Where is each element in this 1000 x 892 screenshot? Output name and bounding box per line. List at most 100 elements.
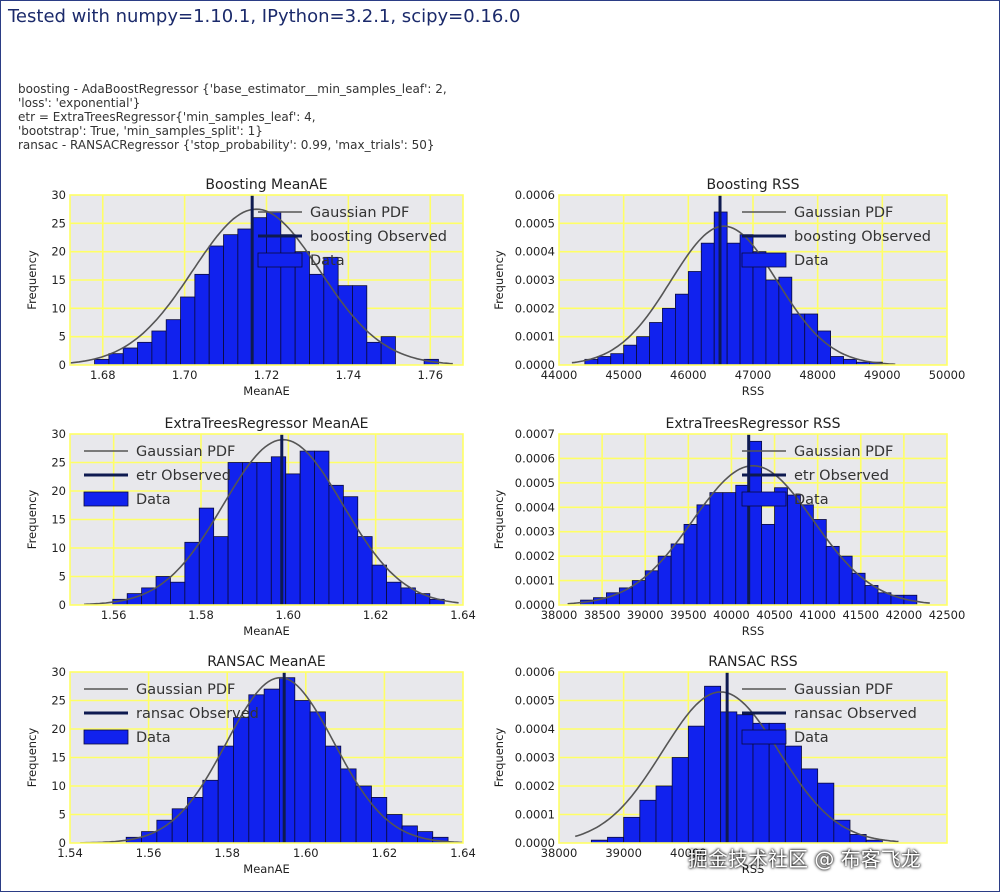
legend-data-swatch [83, 491, 129, 507]
x-tick-label: 1.76 [417, 368, 443, 382]
plot-frame [558, 194, 948, 366]
x-tick-label: 47000 [735, 368, 772, 382]
y-tick-label: 15 [51, 751, 66, 765]
param-line: ransac - RANSACRegressor {'stop_probabil… [18, 138, 435, 152]
histogram-bar [325, 745, 342, 843]
histogram-bar [155, 576, 171, 605]
histogram-bar [137, 341, 153, 365]
x-tick-label: 38500 [584, 608, 621, 622]
chart-title: RANSAC RSS [708, 654, 798, 670]
histogram-bar [800, 504, 814, 605]
x-tick-label: 1.58 [214, 846, 240, 860]
y-axis-label: Frequency [492, 490, 506, 550]
histogram-bar [865, 839, 883, 843]
y-tick-label: 0.0004 [515, 722, 555, 736]
legend: Gaussian PDF etr Observed Data [83, 444, 235, 508]
y-tick-label: 0.0000 [515, 598, 555, 612]
histogram-bar [838, 555, 853, 605]
x-tick-label: 1.74 [336, 368, 362, 382]
x-tick-label: 1.56 [136, 846, 162, 860]
y-tick-label: 0.0005 [515, 216, 555, 230]
x-axis-label: RSS [742, 384, 765, 398]
histogram-bar [649, 322, 663, 365]
histogram-bar [636, 336, 650, 365]
histogram-bar [817, 330, 832, 365]
histogram-bar [607, 836, 625, 843]
chart-panel-5: 1.54 1.56 1.58 1.60 1.62 1.64 0 5 10 15 20 25 30 RANS… [25, 654, 476, 876]
histogram-bar [151, 330, 167, 365]
histogram-bar [285, 473, 301, 605]
histogram-bar [726, 242, 741, 365]
histogram-bar [784, 745, 802, 843]
legend-label: boosting Observed [310, 229, 447, 245]
x-tick-label: 48000 [799, 368, 836, 382]
histogram-bar [294, 251, 310, 365]
histogram-bar [180, 296, 196, 365]
legend-label: Gaussian PDF [310, 205, 409, 221]
x-axis-label: RSS [742, 624, 765, 638]
y-axis-label: Frequency [25, 490, 39, 550]
histogram-bar [170, 581, 186, 605]
histogram-bar [299, 450, 315, 605]
y-tick-label: 10 [51, 301, 66, 315]
chart-panel-3: 1.56 1.58 1.60 1.62 1.64 0 5 10 15 20 25 30 ExtraTre… [25, 416, 476, 638]
param-line: 'loss': 'exponential'} [18, 96, 141, 110]
y-axis-label: Frequency [25, 250, 39, 310]
legend: Gaussian PDF ransac Observed Data [83, 682, 259, 746]
histogram-bar [314, 450, 330, 605]
y-tick-label: 0.0000 [515, 358, 555, 372]
y-tick-label: 0.0002 [515, 549, 555, 563]
x-tick-label: 39500 [670, 608, 707, 622]
legend-label: Gaussian PDF [794, 444, 893, 460]
histogram-bar [187, 797, 204, 843]
histogram-bar [801, 768, 819, 843]
x-tick-label: 1.60 [293, 846, 319, 860]
histogram-bar [340, 768, 357, 843]
y-tick-label: 10 [51, 779, 66, 793]
x-tick-label: 50000 [929, 368, 966, 382]
legend: Gaussian PDF etr Observed Data [741, 444, 893, 508]
x-axis-label: MeanAE [243, 862, 289, 876]
y-tick-label: 0.0006 [515, 665, 555, 679]
histogram-bars [112, 450, 445, 605]
y-tick-label: 0.0006 [515, 451, 555, 465]
y-axis-label: Frequency [492, 250, 506, 310]
x-tick-label: 1.60 [276, 608, 302, 622]
x-tick-label: 1.54 [57, 846, 83, 860]
x-tick-label: 1.62 [363, 608, 389, 622]
x-tick-label: 49000 [864, 368, 901, 382]
x-tick-label: 46000 [670, 368, 707, 382]
histogram-bar [233, 717, 250, 843]
histogram-bar [122, 347, 138, 365]
y-tick-label: 30 [51, 188, 66, 202]
y-tick-label: 30 [51, 665, 66, 679]
x-tick-label: 1.72 [254, 368, 280, 382]
histogram-bar [380, 336, 396, 365]
y-tick-label: 0.0000 [515, 836, 555, 850]
legend: Gaussian PDF boosting Observed Data [741, 205, 931, 269]
histogram-bar [217, 745, 234, 843]
legend-data-swatch [257, 252, 303, 268]
legend-label: boosting Observed [794, 229, 931, 245]
histogram-bar [342, 496, 359, 605]
x-tick-label: 40000 [670, 846, 707, 860]
y-tick-label: 5 [59, 570, 66, 584]
histogram-bar [675, 293, 689, 365]
y-axis-label: Frequency [25, 728, 39, 788]
x-tick-label: 44000 [541, 368, 578, 382]
y-tick-label: 0 [59, 598, 66, 612]
legend-label: ransac Observed [136, 706, 259, 722]
plot-frame [558, 671, 948, 844]
x-axis-label: MeanAE [243, 384, 289, 398]
version-header: Tested with numpy=1.10.1, IPython=3.2.1,… [8, 6, 521, 27]
chart-title: Boosting MeanAE [205, 177, 327, 193]
chart-panel-2: 44000 45000 46000 47000 48000 49000 50000 0.000… [492, 177, 965, 398]
histogram-bar [309, 711, 326, 843]
x-tick-label: 42000 [886, 608, 923, 622]
histogram-bar [843, 358, 857, 365]
histogram-bar [202, 779, 219, 843]
model-params: boosting - AdaBoostRegressor {'base_esti… [18, 82, 447, 152]
x-tick-label: 40000 [713, 608, 750, 622]
chart-title: ExtraTreesRegressor RSS [666, 416, 841, 432]
y-tick-label: 30 [51, 427, 66, 441]
